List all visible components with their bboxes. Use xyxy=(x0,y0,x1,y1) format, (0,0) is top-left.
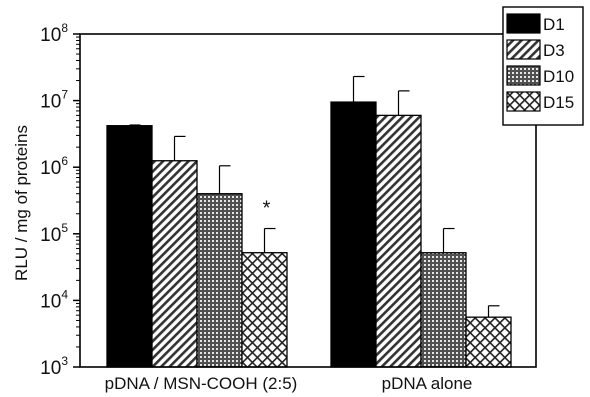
bar-d3-alone xyxy=(375,114,422,368)
bar-d10-msn xyxy=(196,193,243,368)
legend-swatch xyxy=(506,39,541,60)
legend-swatch xyxy=(506,91,541,112)
legend-label: D3 xyxy=(543,41,565,60)
legend: D1 D3 D10 D15 xyxy=(502,6,584,126)
legend-swatch xyxy=(506,65,541,86)
y-axis-ticks: 103 104 105 106 107 108 xyxy=(40,21,80,379)
bar-d1-alone xyxy=(330,101,377,368)
bar-d15-msn xyxy=(241,252,288,368)
legend-label: D10 xyxy=(543,67,574,86)
legend-swatch xyxy=(506,13,541,34)
category-labels: pDNA / MSN-COOH (2:5) pDNA alone xyxy=(105,374,473,393)
y-tick-label: 104 xyxy=(40,287,68,312)
bar-d3-msn xyxy=(151,160,198,368)
y-tick-label: 108 xyxy=(40,21,68,46)
y-tick-label: 106 xyxy=(40,154,68,179)
legend-label: D15 xyxy=(543,93,574,112)
bar-d15-alone xyxy=(465,316,512,368)
category-label: pDNA alone xyxy=(382,374,473,393)
plot-frame xyxy=(79,33,537,368)
error-bars xyxy=(128,75,500,318)
y-tick-label: 107 xyxy=(40,88,68,113)
significance-marker: * xyxy=(263,198,271,220)
category-label: pDNA / MSN-COOH (2:5) xyxy=(105,374,298,393)
y-tick-label: 103 xyxy=(40,354,68,379)
y-tick-label: 105 xyxy=(40,221,68,246)
legend-label: D1 xyxy=(543,15,565,34)
bar-d1-msn xyxy=(106,125,153,368)
bars xyxy=(106,101,512,368)
bar-d10-alone xyxy=(420,252,467,368)
y-axis-label: RLU / mg of proteins xyxy=(12,125,31,281)
annotations: * xyxy=(263,198,271,220)
